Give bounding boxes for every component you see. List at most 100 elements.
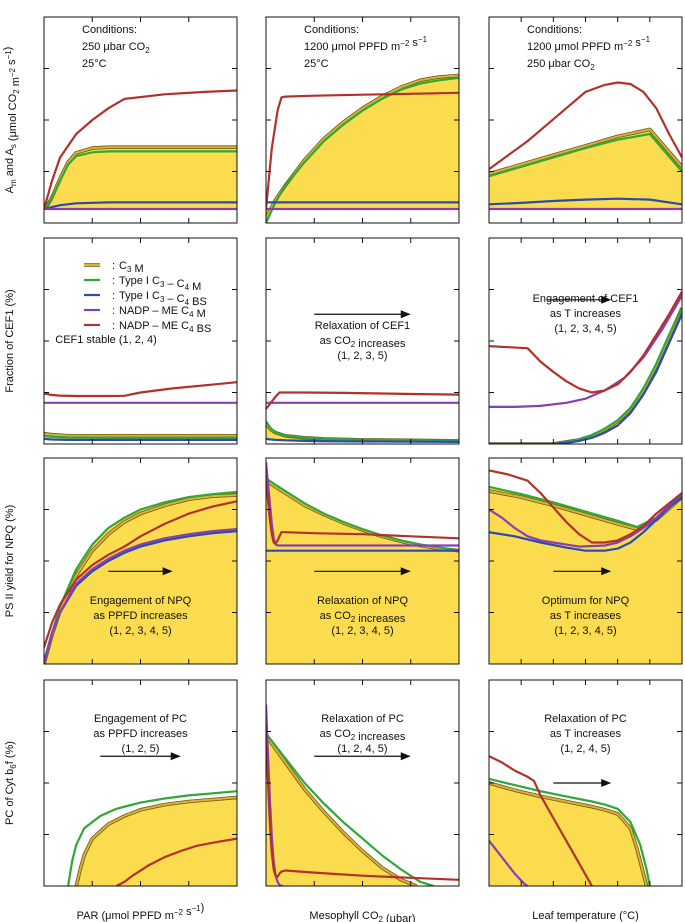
- series-outline-e-c3m: [266, 422, 459, 443]
- annotation-h-2: (1, 2, 3, 4, 5): [331, 625, 393, 637]
- legend-colon: :: [112, 275, 115, 287]
- series-line-i-c4m: [489, 492, 682, 548]
- fill-area-j: [76, 797, 237, 886]
- annotation-f-0: Engagement of CEF1: [533, 293, 639, 305]
- annotation-l-1: as T increases: [550, 728, 622, 740]
- series-line-i-c4bs: [489, 469, 682, 544]
- annotation-b-1: 1200 μmol PPFD m−2 s−1: [304, 35, 428, 53]
- x-axis-title-0: PAR (μmol PPFD m−2 s−1): [77, 902, 205, 922]
- chart-panel-b: Conditions:1200 μmol PPFD m−2 s−1 25°C: [265, 16, 460, 224]
- chart-panel-j: Engagement of PC as PPFD increases (1, 2, …: [43, 679, 238, 887]
- trend-arrow-head-g: [162, 567, 173, 576]
- legend-label-c3m: C3 M: [119, 260, 144, 275]
- series-line-j-type1m: [67, 790, 237, 886]
- legend-label-type1m: Type I C3 – C4 M: [119, 275, 201, 293]
- series-line-l-c4m: [489, 840, 529, 886]
- series-line-k-c4bs: [266, 733, 459, 881]
- series-line-b-c4bs: [266, 91, 459, 210]
- annotation-l-0: Relaxation of PC: [544, 713, 627, 725]
- y-axis-title-2: PS II yield for NPQ (%): [4, 505, 16, 617]
- series-line-g-c4bs: [44, 500, 237, 648]
- series-line-k-c3m: [266, 735, 417, 886]
- annotation-f-1: as T increases: [550, 308, 622, 320]
- legend-colon: :: [112, 260, 115, 272]
- trend-arrow-head-e: [400, 310, 411, 319]
- y-axis-title-3: PC of Cyt b6f (%): [4, 741, 18, 825]
- annotation-g-1: as PPFD increases: [93, 610, 188, 622]
- legend-label-type1bs: Type I C3 – C4 BS: [119, 290, 207, 308]
- chart-panel-g: Engagement of NPQ as PPFD increases (1, 2,…: [43, 457, 238, 665]
- x-axis-title-2: Leaf temperature (°C): [532, 910, 639, 922]
- series-line-c-c4bs: [489, 81, 682, 171]
- series-line-i-type1bs: [489, 496, 682, 552]
- annotation-b-2: 25°C: [304, 58, 329, 70]
- series-line-e-type1m: [266, 420, 459, 442]
- annotation-a-1: 250 μbar CO2: [82, 41, 150, 55]
- series-line-l-type1m: [489, 777, 651, 886]
- x-axis-title-1: Mesophyll CO2 (μbar): [309, 910, 415, 922]
- series-line-f-type1bs: [489, 313, 682, 444]
- fill-area-l: [489, 783, 647, 886]
- annotation-f-2: (1, 2, 3, 4, 5): [554, 323, 616, 335]
- series-line-d-c4bs: [44, 381, 237, 398]
- annotation-k-0: Relaxation of PC: [321, 713, 404, 725]
- annotation-j-2: (1, 2, 5): [122, 743, 160, 755]
- trend-arrow-head-h: [400, 567, 411, 576]
- annotation-c-2: 250 μbar CO2: [527, 58, 595, 72]
- trend-arrow-head-f: [601, 295, 612, 304]
- annotation-i-0: Optimum for NPQ: [542, 595, 630, 607]
- annotation-k-1: as CO2 increases: [320, 728, 406, 743]
- annotation-h-0: Relaxation of NPQ: [317, 595, 409, 607]
- series-line-l-c3m: [489, 782, 648, 886]
- series-line-e-c4bs: [266, 391, 459, 410]
- annotation-g-2: (1, 2, 3, 4, 5): [109, 625, 171, 637]
- annotation-b-0: Conditions:: [304, 24, 359, 36]
- series-line-e-type1bs: [266, 437, 459, 443]
- series-line-h-c4bs: [266, 478, 459, 545]
- chart-panel-i: Optimum for NPQ as T increases (1, 2, 3, 4…: [488, 457, 683, 665]
- chart-panel-k: Relaxation of PC as CO2 increases(1, 2, 4…: [265, 679, 460, 887]
- series-line-a-type1m: [44, 150, 237, 210]
- series-line-f-c4m: [489, 295, 682, 408]
- annotation-a-2: 25°C: [82, 58, 107, 70]
- chart-panel-f: Engagement of CEF1 as T increases (1, 2, 3…: [488, 237, 683, 445]
- chart-panel-e: Relaxation of CEF1 as CO2 increases(1, 2,…: [265, 237, 460, 445]
- legend-colon: :: [112, 290, 115, 302]
- chart-panel-a: Conditions: 250 μbar CO2 25°C: [43, 16, 238, 224]
- series-line-a-c4bs: [44, 89, 237, 210]
- annotation-g-0: Engagement of NPQ: [90, 595, 192, 607]
- series-line-c-type1m: [489, 132, 682, 178]
- series-line-c-type1bs: [489, 197, 682, 206]
- fill-area-k: [266, 735, 417, 886]
- series-line-c-c3m: [489, 128, 682, 175]
- annotation-e-0: Relaxation of CEF1: [315, 320, 410, 332]
- annotation-i-2: (1, 2, 3, 4, 5): [554, 625, 616, 637]
- fill-area-b: [266, 75, 459, 219]
- fill-area-c: [489, 129, 682, 209]
- legend-colon: :: [112, 320, 115, 332]
- chart-panel-d: CEF1 stable (1, 2, 4): [43, 237, 238, 445]
- legend: : C3 M: Type I C3 – C4 M: Type I C3 – C4 BS…: [84, 260, 211, 335]
- trend-arrow-head-i: [601, 567, 612, 576]
- series-line-d-c3m: [44, 432, 237, 437]
- series-line-h-c4m: [266, 461, 459, 547]
- series-line-d-type1m: [44, 434, 237, 439]
- annotation-h-1: as CO2 increases: [320, 610, 406, 625]
- annotation-c-0: Conditions:: [527, 24, 582, 36]
- series-line-j-c3m: [75, 796, 237, 886]
- chart-panel-h: Relaxation of NPQ as CO2 increases(1, 2, …: [265, 457, 460, 665]
- annotation-j-0: Engagement of PC: [94, 713, 187, 725]
- annotation-a-0: Conditions:: [82, 24, 137, 36]
- series-line-j-c4bs: [115, 837, 237, 886]
- legend-colon: :: [112, 305, 115, 317]
- trend-arrow-head-j: [170, 752, 181, 761]
- annotation-c-1: 1200 μmol PPFD m−2 s−1: [527, 35, 651, 53]
- annotation-d-0: CEF1 stable (1, 2, 4): [55, 334, 157, 346]
- annotation-i-1: as T increases: [550, 610, 622, 622]
- series-line-g-c4m: [44, 528, 237, 664]
- series-line-b-type1m: [266, 76, 459, 223]
- legend-label-c4m: NADP – ME C4 M: [119, 305, 206, 320]
- legend-label-c4bs: NADP – ME C4 BS: [119, 320, 211, 335]
- chart-panel-c: Conditions:1200 μmol PPFD m−2 s−1 250 μba…: [488, 16, 683, 224]
- series-line-a-type1bs: [44, 201, 237, 211]
